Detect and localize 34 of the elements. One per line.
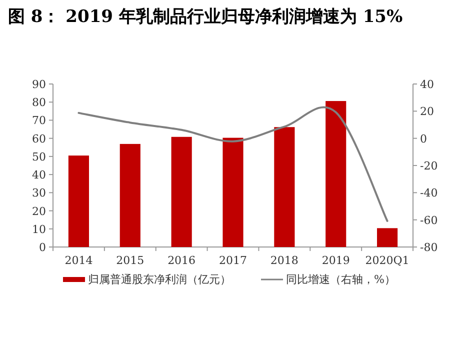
y2-tick-label: -80 <box>420 241 438 254</box>
bar <box>222 138 244 247</box>
bar <box>274 127 295 247</box>
bar <box>68 156 89 247</box>
y-tick-label: 50 <box>32 150 46 164</box>
y-tick-label: 30 <box>32 186 46 200</box>
legend-label: 归属普通股东净利润（亿元） <box>88 273 231 286</box>
x-tick-label: 2016 <box>168 254 196 267</box>
y-tick-label: 70 <box>32 114 46 128</box>
legend-label: 同比增速（右轴，%） <box>286 273 396 286</box>
y2-tick-label: 40 <box>420 78 434 91</box>
bar <box>326 101 346 247</box>
y2-tick-label: -20 <box>420 160 438 172</box>
y-tick-label: 80 <box>32 96 46 110</box>
bar <box>171 136 192 247</box>
y2-tick-label: 0 <box>420 132 427 146</box>
x-tick-label: 2020Q1 <box>365 254 410 267</box>
bar <box>377 228 398 247</box>
y-tick-label: 40 <box>32 168 46 182</box>
bar <box>120 144 140 247</box>
x-tick-label: 2014 <box>64 254 93 267</box>
y2-tick-label: -60 <box>420 214 438 227</box>
y-tick-label: 60 <box>32 132 46 146</box>
x-tick-label: 2019 <box>322 254 350 267</box>
y-tick-label: 20 <box>32 204 46 218</box>
y-tick-label: 0 <box>39 241 46 254</box>
x-tick-label: 2018 <box>270 254 298 267</box>
x-tick-label: 2015 <box>116 254 144 267</box>
x-tick-label: 2017 <box>219 254 247 267</box>
chart-title: 图 8： 2019 年乳制品行业归母净利润增速为 15% <box>8 7 403 27</box>
y2-tick-label: 20 <box>420 105 434 118</box>
y-tick-label: 90 <box>32 78 46 91</box>
y2-tick-label: -40 <box>420 186 438 200</box>
y-tick-label: 10 <box>32 222 46 236</box>
